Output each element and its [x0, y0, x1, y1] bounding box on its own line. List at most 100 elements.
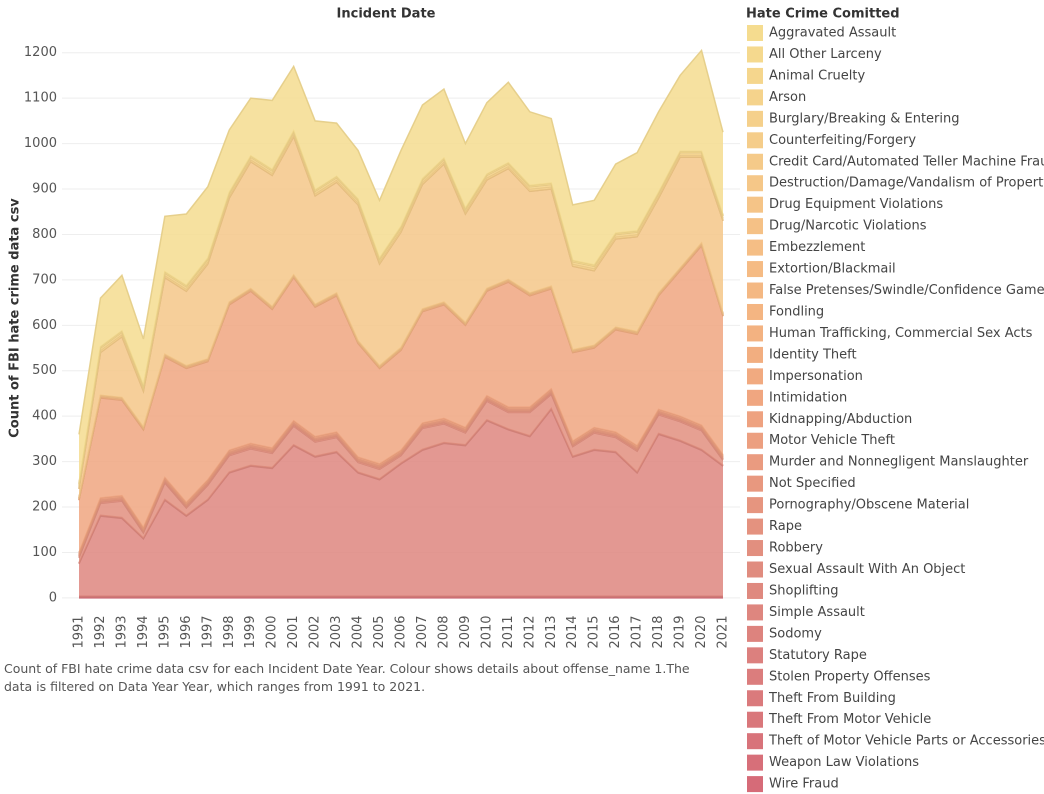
x-tick-label: 1998 [222, 615, 237, 648]
legend-swatch [747, 604, 763, 621]
legend-label: Shoplifting [769, 583, 838, 598]
chart-title: Incident Date [337, 7, 436, 22]
legend-label: Statutory Rape [769, 648, 867, 663]
area-line [78, 130, 724, 485]
legend-swatch [747, 540, 763, 557]
x-tick-label: 1994 [136, 615, 151, 648]
legend-label: Robbery [769, 541, 823, 556]
area-line [78, 134, 724, 489]
x-tick-label: 2007 [415, 615, 430, 648]
legend-label: Destruction/Damage/Vandalism of Property [769, 176, 1044, 191]
x-tick-label: 2000 [265, 615, 280, 648]
legend-swatch [747, 153, 763, 170]
x-tick-label: 2020 [694, 615, 709, 648]
y-tick-label: 800 [32, 227, 57, 242]
y-tick-label: 1000 [24, 136, 57, 151]
x-tick-label: 1995 [157, 615, 172, 648]
x-tick-label: 2019 [673, 615, 688, 648]
x-tick-label: 2002 [308, 615, 323, 648]
y-tick-label: 1100 [24, 91, 57, 106]
x-tick-label: 2014 [565, 615, 580, 648]
legend-swatch [747, 411, 763, 428]
legend-label: Credit Card/Automated Teller Machine Fra… [769, 154, 1044, 169]
legend-label: Weapon Law Violations [769, 755, 919, 770]
legend-swatch [747, 196, 763, 213]
legend-label: All Other Larceny [769, 47, 882, 62]
y-tick-label: 400 [32, 409, 57, 424]
y-tick-label: 1200 [24, 45, 57, 60]
legend-label: Counterfeiting/Forgery [769, 133, 916, 148]
legend-swatch [747, 46, 763, 63]
legend-swatch [747, 647, 763, 664]
legend-label: Theft From Motor Vehicle [768, 712, 931, 727]
legend-label: Identity Theft [769, 347, 857, 362]
area-line [78, 389, 724, 555]
x-tick-label: 1996 [179, 615, 194, 648]
legend-swatch [747, 561, 763, 578]
y-tick-label: 700 [32, 272, 57, 287]
legend-label: Simple Assault [769, 605, 865, 620]
legend-swatch [747, 668, 763, 685]
x-tick-label: 2018 [651, 615, 666, 648]
legend-label: Embezzlement [769, 240, 865, 255]
x-tick-label: 2013 [544, 615, 559, 648]
legend-label: Burglary/Breaking & Entering [769, 111, 960, 126]
legend-label: Intimidation [769, 390, 847, 405]
plot-area [78, 48, 724, 599]
x-tick-label: 2010 [479, 615, 494, 648]
legend-swatch [747, 733, 763, 750]
legend-swatch [747, 711, 763, 728]
legend-label: Wire Fraud [769, 777, 839, 792]
legend-label: Motor Vehicle Theft [769, 433, 895, 448]
legend-swatch [747, 389, 763, 406]
legend-swatch [747, 67, 763, 84]
legend-swatch [747, 518, 763, 535]
x-tick-label: 1993 [114, 615, 129, 648]
legend-swatch [747, 239, 763, 256]
legend-swatch [747, 497, 763, 514]
legend-swatch [747, 368, 763, 385]
legend-swatch [747, 625, 763, 642]
legend-swatch [747, 282, 763, 299]
legend-swatch [747, 175, 763, 192]
legend-swatch [747, 690, 763, 707]
legend-label: Drug Equipment Violations [769, 197, 943, 212]
y-tick-label: 0 [49, 590, 57, 605]
caption: Count of FBI hate crime data csv for eac… [4, 661, 690, 694]
legend-label: Fondling [769, 304, 824, 319]
legend-swatch [747, 218, 763, 235]
x-tick-label: 2006 [394, 615, 409, 648]
area [79, 409, 723, 597]
x-tick-label: 1992 [93, 615, 108, 648]
x-tick-label: 2004 [351, 615, 366, 648]
x-tick-label: 2017 [630, 615, 645, 648]
legend-swatch [747, 132, 763, 149]
legend-swatch [747, 475, 763, 492]
legend-label: False Pretenses/Swindle/Confidence Game [769, 283, 1044, 298]
legend-title: Hate Crime Comitted [746, 7, 900, 22]
legend-label: Rape [769, 519, 802, 534]
area-line [78, 129, 724, 484]
x-tick-label: 1991 [72, 615, 87, 648]
legend-label: Theft of Motor Vehicle Parts or Accessor… [768, 734, 1044, 749]
y-tick-label: 600 [32, 318, 57, 333]
y-tick-label: 900 [32, 182, 57, 197]
legend-label: Extortion/Blackmail [769, 262, 896, 277]
legend-swatch [747, 754, 763, 771]
legend-label: Aggravated Assault [769, 26, 896, 41]
y-axis-label: Count of FBI hate crime data csv [8, 198, 23, 438]
legend-swatch [747, 776, 763, 793]
area-line [78, 48, 724, 435]
legend-label: Kidnapping/Abduction [769, 412, 912, 427]
x-tick-label: 2008 [436, 615, 451, 648]
x-tick-label: 2009 [458, 615, 473, 648]
x-tick-label: 2021 [716, 615, 731, 648]
legend-swatch [747, 303, 763, 320]
legend-swatch [747, 89, 763, 106]
legend-swatch [747, 346, 763, 363]
area-line [78, 393, 724, 559]
legend-swatch [747, 582, 763, 599]
x-tick-label: 2016 [608, 615, 623, 648]
